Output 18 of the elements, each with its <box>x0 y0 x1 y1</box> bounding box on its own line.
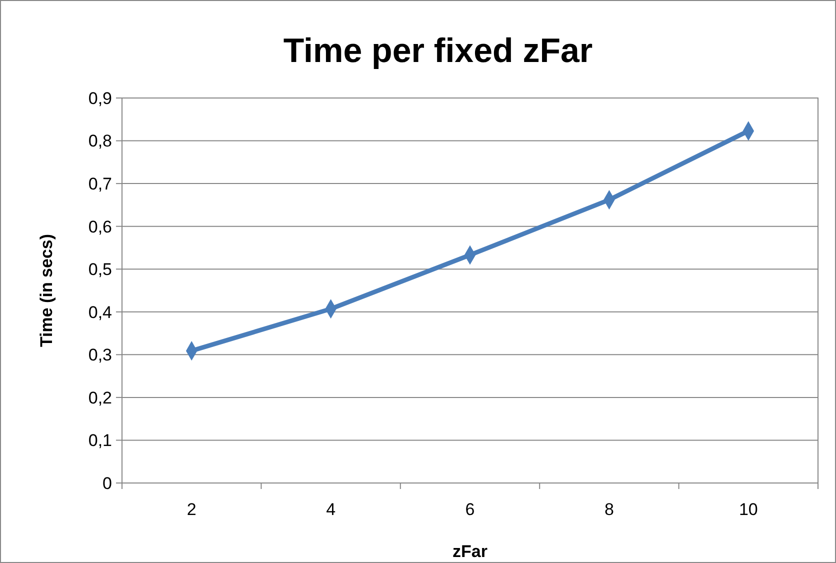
y-tick-label: 0,9 <box>88 88 112 108</box>
y-tick-label: 0,1 <box>88 431 112 450</box>
y-tick-label: 0,3 <box>88 346 112 365</box>
x-tick-label: 2 <box>186 500 196 519</box>
x-tick-label: 10 <box>738 500 758 519</box>
y-axis-title: Time (in secs) <box>37 234 56 348</box>
x-tick-label: 6 <box>465 500 475 519</box>
y-tick-label: 0,2 <box>88 388 112 408</box>
y-tick-label: 0,7 <box>88 174 112 194</box>
chart-title: Time per fixed zFar <box>283 32 593 70</box>
x-axis-title: zFar <box>452 542 488 561</box>
y-tick-label: 0 <box>102 474 112 493</box>
y-tick-label: 0,5 <box>88 260 112 280</box>
y-tick-label: 0,4 <box>88 302 112 322</box>
y-tick-label: 0,6 <box>88 217 112 236</box>
y-tick-label: 0,8 <box>88 132 112 151</box>
x-tick-label: 8 <box>604 500 614 519</box>
x-tick-label: 4 <box>326 500 336 519</box>
